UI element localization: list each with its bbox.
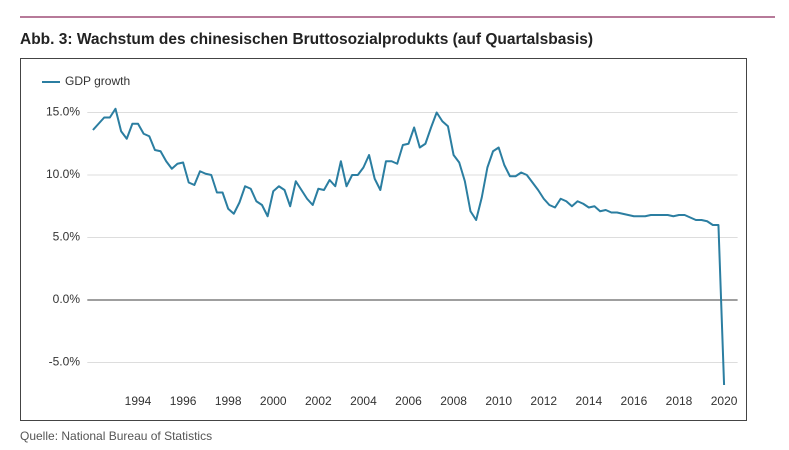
chart-frame [20, 58, 747, 421]
y-tick-label: -5.0% [49, 355, 81, 369]
chart-title: Abb. 3: Wachstum des chinesischen Brutto… [20, 31, 593, 48]
x-tick-label: 2008 [440, 394, 467, 408]
y-tick-label: 10.0% [46, 167, 80, 181]
x-tick-label: 2004 [350, 394, 377, 408]
y-tick-label: 15.0% [46, 105, 80, 119]
x-tick-label: 1996 [170, 394, 197, 408]
x-tick-label: 1994 [125, 394, 152, 408]
x-tick-label: 2000 [260, 394, 287, 408]
x-tick-label: 2016 [621, 394, 648, 408]
source-note: Quelle: National Bureau of Statistics [20, 429, 212, 443]
y-tick-label: 5.0% [53, 230, 81, 244]
x-tick-label: 2006 [395, 394, 422, 408]
x-tick-label: 2012 [530, 394, 557, 408]
x-tick-label: 2010 [485, 394, 512, 408]
x-tick-label: 2002 [305, 394, 332, 408]
y-tick-label: 0.0% [53, 292, 81, 306]
legend-label: GDP growth [65, 74, 130, 88]
x-tick-label: 1998 [215, 394, 242, 408]
x-tick-label: 2018 [666, 394, 693, 408]
data-line [92, 107, 726, 386]
x-tick-label: 2020 [711, 394, 738, 408]
x-tick-label: 2014 [575, 394, 602, 408]
